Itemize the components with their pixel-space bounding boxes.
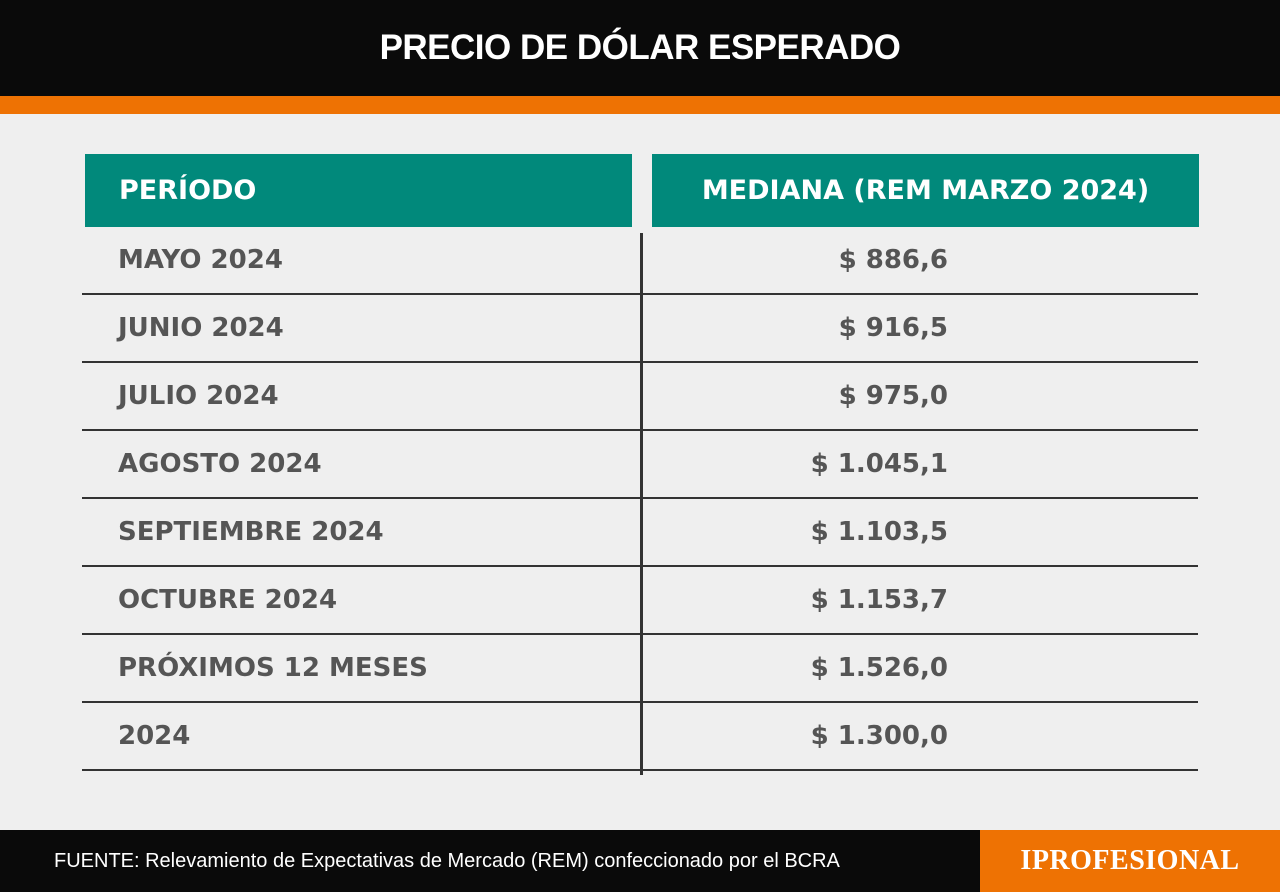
row-value: $ 1.103,5 <box>810 517 948 547</box>
row-period: JUNIO 2024 <box>118 313 284 343</box>
row-period: AGOSTO 2024 <box>118 449 322 479</box>
row-period: OCTUBRE 2024 <box>118 585 338 615</box>
column-header-median: MEDIANA (REM MARZO 2024) <box>652 154 1199 227</box>
row-value: $ 1.300,0 <box>810 721 948 751</box>
header-bar: PRECIO DE DÓLAR ESPERADO <box>0 0 1280 96</box>
orange-accent-bar <box>0 96 1280 114</box>
footer-bar: FUENTE: Relevamiento de Expectativas de … <box>0 830 1280 892</box>
column-divider <box>640 233 643 775</box>
row-period: 2024 <box>118 721 191 751</box>
row-period: JULIO 2024 <box>118 381 279 411</box>
source-note: FUENTE: Relevamiento de Expectativas de … <box>54 849 840 872</box>
row-value: $ 1.153,7 <box>810 585 948 615</box>
row-value: $ 1.526,0 <box>810 653 948 683</box>
row-period: SEPTIEMBRE 2024 <box>118 517 384 547</box>
row-value: $ 886,6 <box>838 245 948 275</box>
table-row: PRÓXIMOS 12 MESES $ 1.526,0 <box>82 635 1198 703</box>
row-period: MAYO 2024 <box>118 245 283 275</box>
row-value: $ 916,5 <box>838 313 948 343</box>
row-value: $ 975,0 <box>838 381 948 411</box>
column-header-period: PERÍODO <box>85 154 632 227</box>
row-value: $ 1.045,1 <box>810 449 948 479</box>
page-title: PRECIO DE DÓLAR ESPERADO <box>379 28 901 67</box>
row-period: PRÓXIMOS 12 MESES <box>118 653 428 683</box>
brand-logo: IPROFESIONAL <box>980 830 1280 892</box>
